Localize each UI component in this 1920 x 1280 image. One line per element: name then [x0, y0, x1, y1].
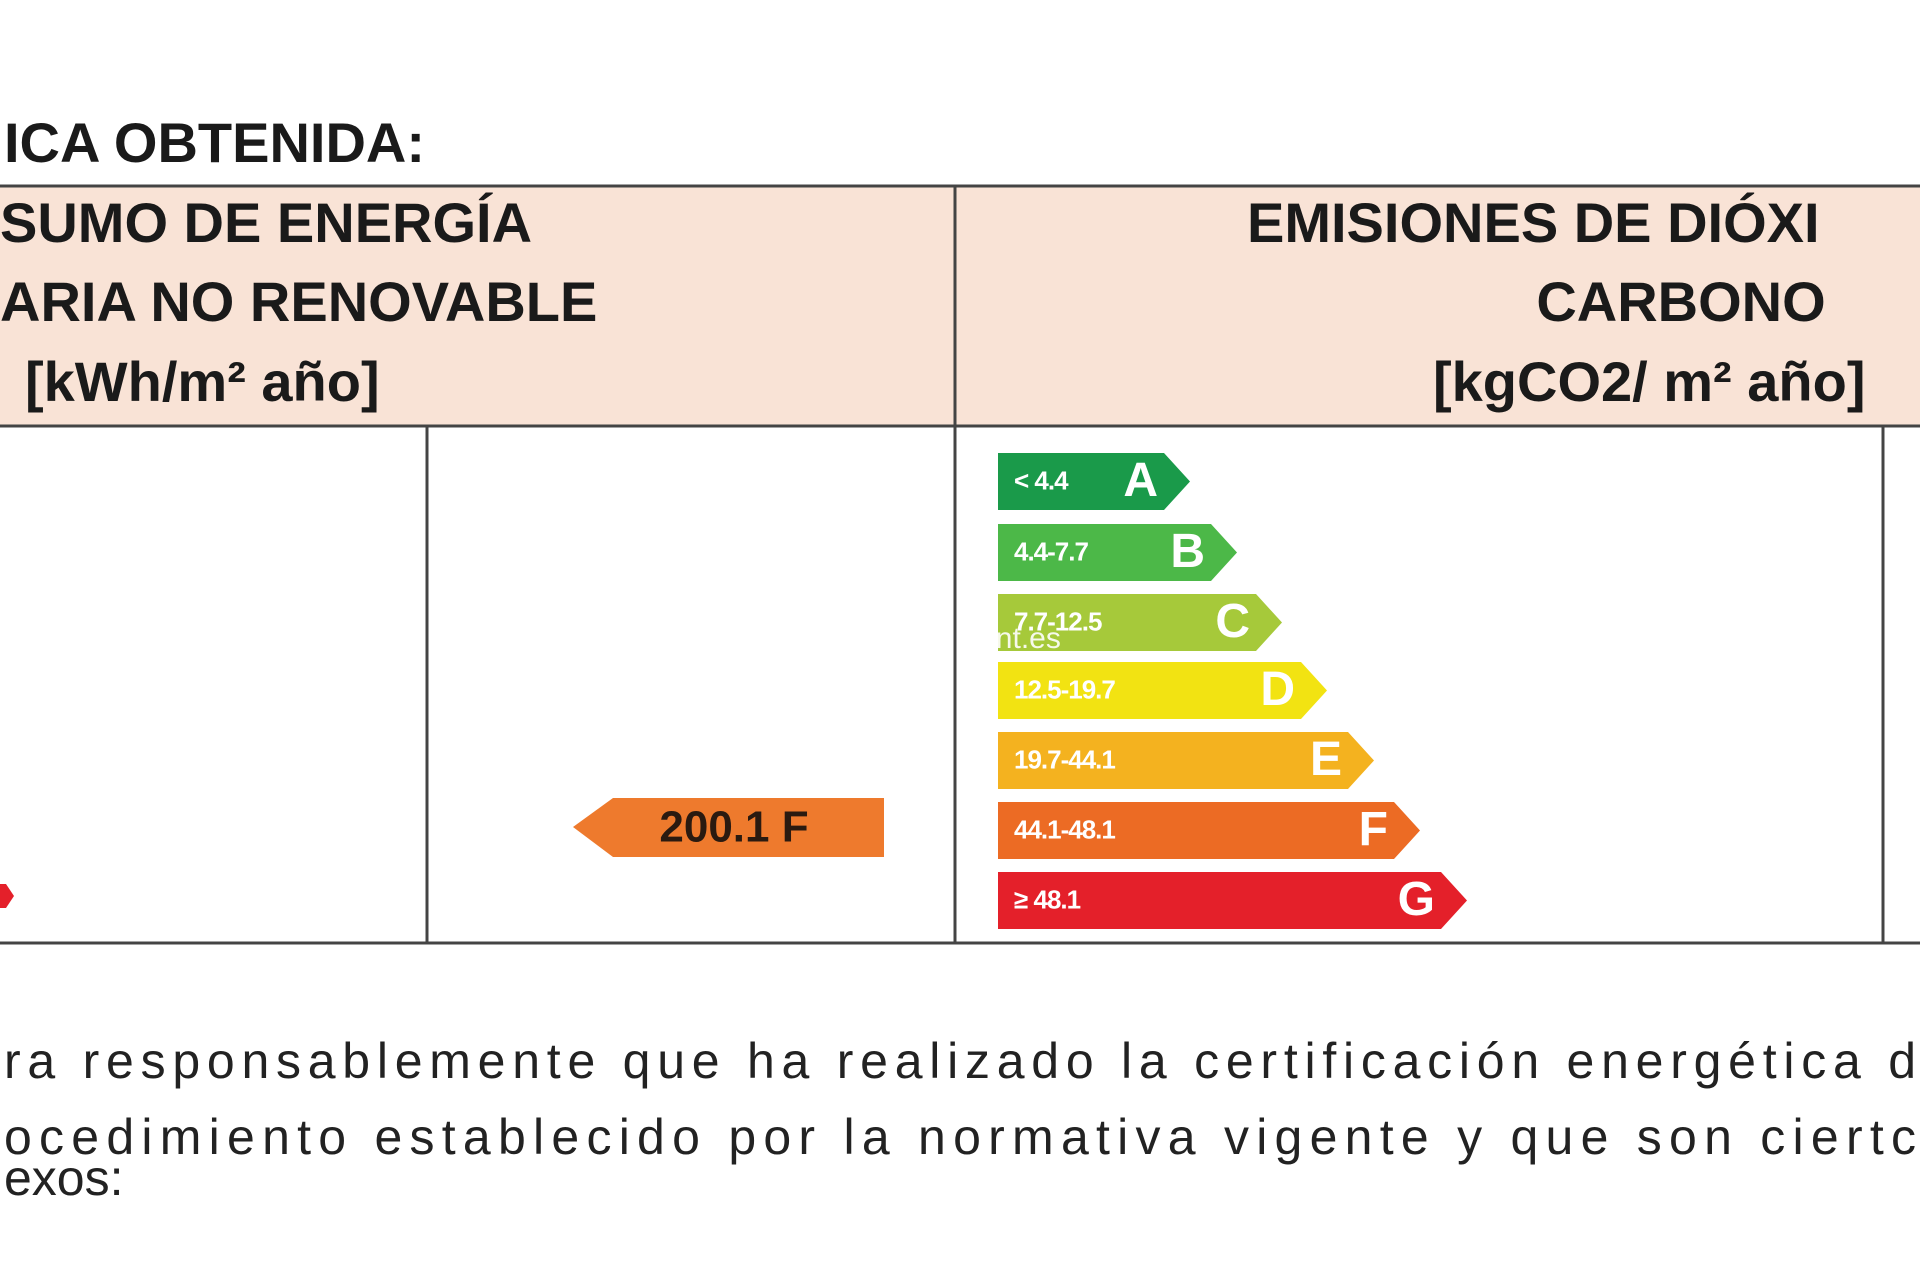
- watermark: ent.es: [979, 622, 1061, 655]
- section-title: ICA OBTENIDA:: [4, 111, 425, 174]
- scale-letter: F: [1359, 803, 1388, 856]
- scale: < 4.4 A 4.4-7.7 B 7.7-12.5 C 12.5-19.7 D 19.7-44…: [998, 453, 1467, 929]
- rating-arrow: [573, 798, 884, 857]
- scale-range: < 4.4: [1014, 465, 1069, 495]
- scale-range: 44.1-48.1: [1014, 814, 1115, 844]
- rating-label: 200.1 F: [659, 803, 808, 852]
- paragraph-line: exos:: [4, 1150, 124, 1206]
- scale-range: 19.7-44.1: [1014, 744, 1115, 774]
- scale-letter: C: [1215, 595, 1250, 648]
- scale-band: [998, 732, 1374, 789]
- header-text: ARIA NO RENOVABLE: [0, 270, 597, 333]
- scale-band: [998, 453, 1190, 510]
- header-text: EMISIONES DE DIÓXI: [1247, 191, 1820, 254]
- scale-band: [998, 524, 1237, 581]
- scale-range: ≥ 48.1: [1014, 884, 1081, 914]
- scale-band: [998, 594, 1282, 651]
- scale-band: [998, 662, 1327, 719]
- header-text: SUMO DE ENERGÍA: [0, 191, 532, 254]
- scale-letter: B: [1170, 525, 1205, 578]
- red-arrow-fragment: [0, 884, 14, 908]
- scale-letter: G: [1398, 873, 1435, 926]
- header-text: CARBONO: [1536, 270, 1825, 333]
- header-background: [0, 186, 1920, 426]
- scale-letter: E: [1310, 733, 1342, 786]
- scale-range: 12.5-19.7: [1014, 674, 1115, 704]
- table-lines: [0, 184, 1920, 945]
- header-unit: [kWh/m² año]: [25, 350, 380, 413]
- header-unit: [kgCO2/ m² año]: [1433, 350, 1865, 413]
- scale-range: 7.7-12.5: [1014, 606, 1102, 636]
- scale-band: [998, 802, 1420, 859]
- scale-range: 4.4-7.7: [1014, 536, 1088, 566]
- paragraph-line: ocedimiento establecido por la normativa…: [4, 1109, 1916, 1165]
- scale-letter: D: [1260, 663, 1295, 716]
- scale-letter: A: [1123, 454, 1158, 507]
- scale-band: [998, 872, 1467, 929]
- paragraph-line: ra responsablemente que ha realizado la …: [4, 1033, 1916, 1089]
